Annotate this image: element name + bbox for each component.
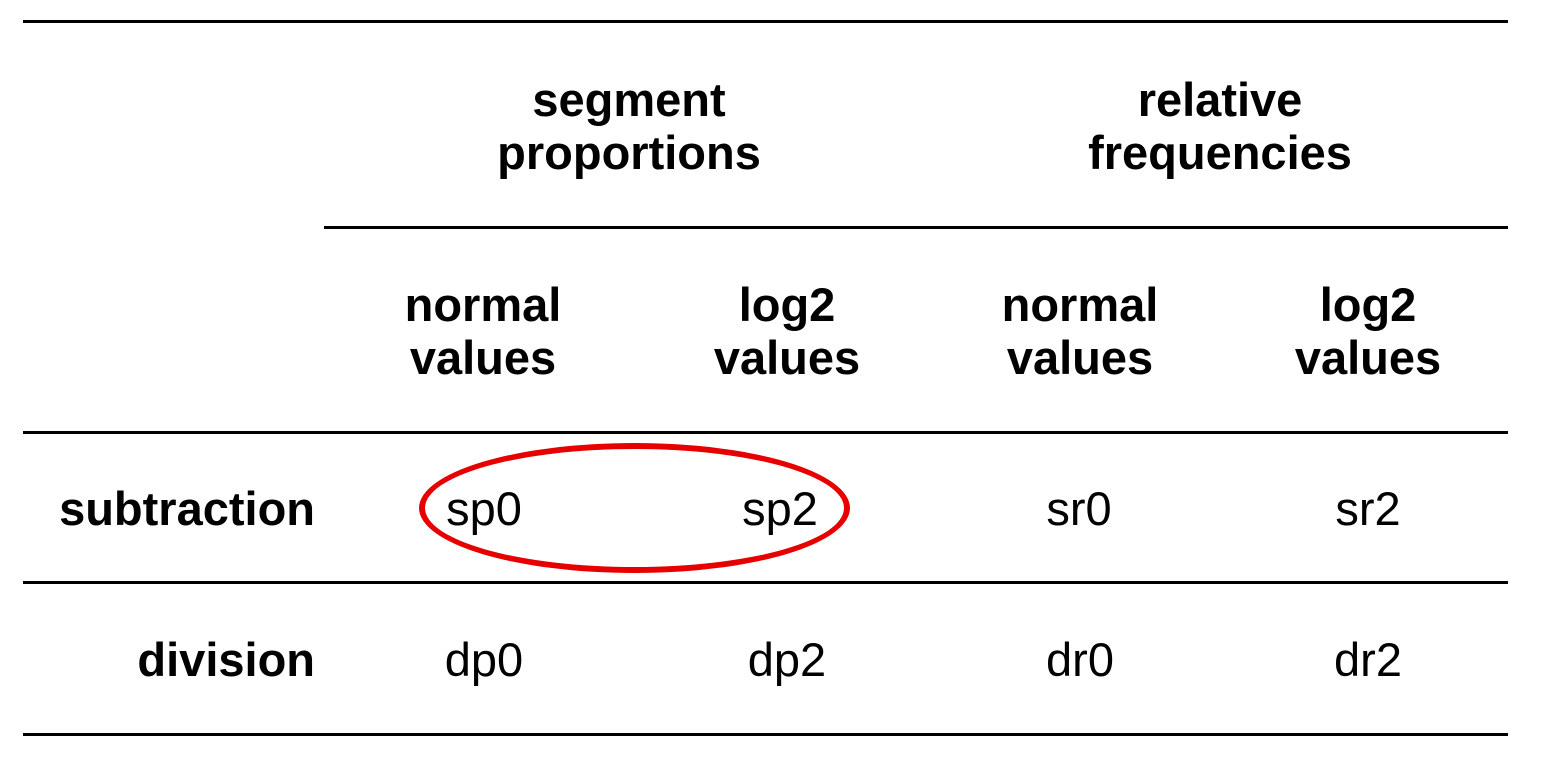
group-header-line: relative xyxy=(1137,73,1303,126)
group-underline-rule xyxy=(324,226,1508,229)
column-header-line: values xyxy=(1006,331,1154,384)
column-header-line: normal xyxy=(404,278,562,331)
column-header-rf-log2: log2 values xyxy=(1263,278,1473,384)
group-header-segment-proportions: segment proportions xyxy=(419,73,839,179)
column-header-rf-normal: normal values xyxy=(975,278,1185,384)
group-header-line: segment xyxy=(532,73,726,126)
row-separator-rule xyxy=(23,581,1508,584)
group-header-line: frequencies xyxy=(1088,126,1352,179)
column-header-line: normal xyxy=(1001,278,1159,331)
column-header-line: values xyxy=(713,331,861,384)
row-label-subtraction: subtraction xyxy=(59,482,315,535)
table-cell: dp2 xyxy=(747,633,827,686)
bottom-rule xyxy=(23,733,1508,736)
column-header-sp-log2: log2 values xyxy=(682,278,892,384)
table-cell: dp0 xyxy=(444,633,524,686)
table-cell: dr2 xyxy=(1334,633,1402,686)
table-cell: sr2 xyxy=(1335,482,1401,535)
column-header-line: values xyxy=(1294,331,1442,384)
column-header-line: log2 xyxy=(1319,278,1417,331)
table-cell: dr0 xyxy=(1046,633,1114,686)
group-header-line: proportions xyxy=(497,126,761,179)
column-header-sp-normal: normal values xyxy=(378,278,588,384)
top-rule xyxy=(23,20,1508,23)
group-header-relative-frequencies: relative frequencies xyxy=(1010,73,1430,179)
table-cell: sr0 xyxy=(1046,482,1112,535)
highlight-ellipse xyxy=(419,443,850,573)
column-header-line: log2 xyxy=(738,278,836,331)
header-bottom-rule xyxy=(23,431,1508,434)
column-header-line: values xyxy=(409,331,557,384)
row-label-division: division xyxy=(137,633,315,686)
